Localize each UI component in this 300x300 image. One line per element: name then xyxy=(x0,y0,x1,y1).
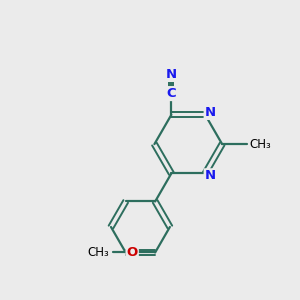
Text: CH₃: CH₃ xyxy=(88,246,110,259)
Text: CH₃: CH₃ xyxy=(250,138,271,151)
Text: N: N xyxy=(205,169,216,182)
Text: N: N xyxy=(166,68,177,81)
Text: N: N xyxy=(205,106,216,119)
Text: O: O xyxy=(127,246,138,259)
Text: C: C xyxy=(167,87,176,100)
